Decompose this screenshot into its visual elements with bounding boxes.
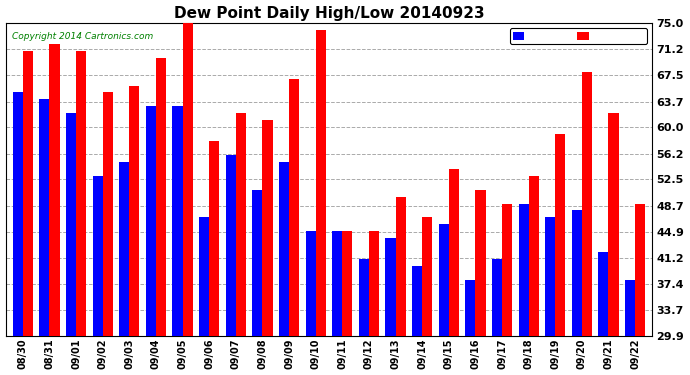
Bar bbox=[582, 72, 592, 336]
Bar bbox=[572, 210, 582, 336]
Title: Dew Point Daily High/Low 20140923: Dew Point Daily High/Low 20140923 bbox=[174, 6, 484, 21]
Bar bbox=[226, 155, 236, 336]
Bar bbox=[529, 176, 539, 336]
Bar bbox=[609, 113, 619, 336]
Bar bbox=[332, 231, 342, 336]
Bar bbox=[635, 204, 645, 336]
Bar bbox=[448, 169, 459, 336]
Bar bbox=[412, 266, 422, 336]
Bar bbox=[555, 134, 565, 336]
Bar bbox=[66, 113, 76, 336]
Bar bbox=[306, 231, 315, 336]
Bar bbox=[279, 162, 289, 336]
Bar bbox=[475, 190, 486, 336]
Bar bbox=[129, 86, 139, 336]
Bar bbox=[465, 280, 475, 336]
Bar bbox=[422, 217, 432, 336]
Bar bbox=[156, 58, 166, 336]
Bar bbox=[172, 106, 183, 336]
Bar bbox=[23, 51, 33, 336]
Bar bbox=[199, 217, 209, 336]
Bar bbox=[625, 280, 635, 336]
Text: Copyright 2014 Cartronics.com: Copyright 2014 Cartronics.com bbox=[12, 33, 153, 42]
Bar bbox=[262, 120, 273, 336]
Bar bbox=[209, 141, 219, 336]
Bar bbox=[146, 106, 156, 336]
Bar bbox=[492, 259, 502, 336]
Bar bbox=[103, 93, 113, 336]
Legend: Low  (°F), High  (°F): Low (°F), High (°F) bbox=[510, 28, 647, 44]
Bar bbox=[359, 259, 369, 336]
Bar bbox=[39, 99, 50, 336]
Bar bbox=[502, 204, 512, 336]
Bar bbox=[315, 30, 326, 336]
Bar bbox=[289, 79, 299, 336]
Bar bbox=[439, 224, 449, 336]
Bar bbox=[119, 162, 129, 336]
Bar bbox=[386, 238, 395, 336]
Bar bbox=[545, 217, 555, 336]
Bar bbox=[518, 204, 529, 336]
Bar bbox=[369, 231, 379, 336]
Bar bbox=[395, 196, 406, 336]
Bar bbox=[50, 44, 59, 336]
Bar bbox=[598, 252, 609, 336]
Bar bbox=[92, 176, 103, 336]
Bar bbox=[253, 190, 262, 336]
Bar bbox=[183, 16, 193, 336]
Bar bbox=[12, 93, 23, 336]
Bar bbox=[76, 51, 86, 336]
Bar bbox=[236, 113, 246, 336]
Bar bbox=[342, 231, 353, 336]
